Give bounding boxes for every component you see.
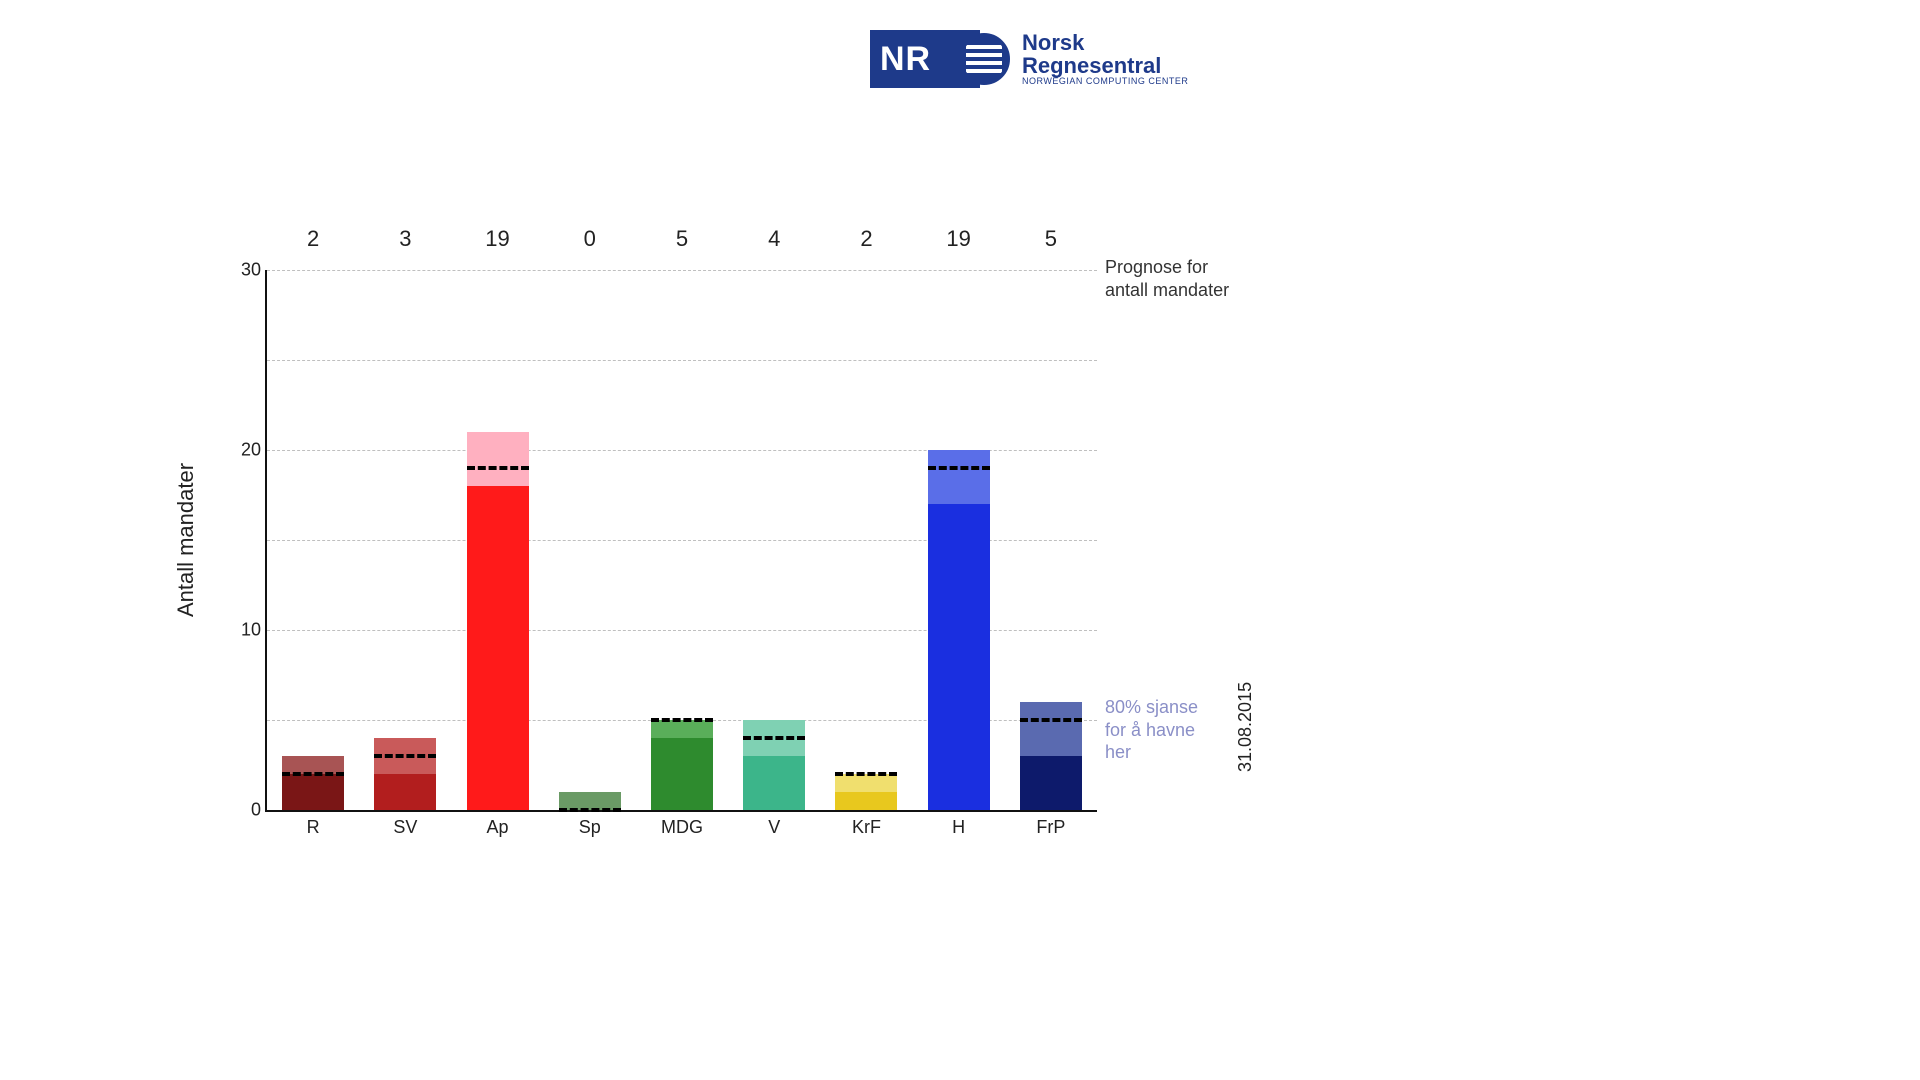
top-annotation-label: Prognose forantall mandater [1105, 256, 1229, 301]
logo-text: Norsk Regnesentral NORWEGIAN COMPUTING C… [1022, 31, 1188, 87]
bar-low [282, 774, 344, 810]
prognose-marker [559, 808, 621, 812]
bar-low [651, 738, 713, 810]
x-label: MDG [642, 817, 722, 838]
interval-label: 80% sjansefor å havneher [1105, 696, 1198, 764]
top-value: 3 [365, 226, 445, 252]
gridline [267, 360, 1097, 361]
top-value: 5 [1011, 226, 1091, 252]
prognose-marker [282, 772, 344, 776]
top-value: 0 [550, 226, 630, 252]
x-label: V [734, 817, 814, 838]
bar-low [835, 792, 897, 810]
gridline [267, 270, 1097, 271]
y-tick: 20 [227, 440, 261, 461]
y-tick: 30 [227, 260, 261, 281]
bar-low [928, 504, 990, 810]
prognose-marker [928, 466, 990, 470]
prognose-marker [467, 466, 529, 470]
prognose-marker [1020, 718, 1082, 722]
bar-low [743, 756, 805, 810]
top-value: 19 [458, 226, 538, 252]
x-label: Sp [550, 817, 630, 838]
x-label: R [273, 817, 353, 838]
plot-area: 0102030R2SV3Ap19Sp0MDG5V4KrF2H19FrP5 [265, 270, 1097, 812]
logo-waves-icon [958, 33, 1010, 85]
logo: NR Norsk Regnesentral NORWEGIAN COMPUTIN… [870, 30, 1188, 88]
top-value: 2 [826, 226, 906, 252]
date-label: 31.08.2015 [1235, 682, 1256, 772]
y-tick: 10 [227, 620, 261, 641]
top-value: 19 [919, 226, 999, 252]
prognose-marker [374, 754, 436, 758]
x-label: KrF [826, 817, 906, 838]
x-label: H [919, 817, 999, 838]
top-value: 2 [273, 226, 353, 252]
top-value: 4 [734, 226, 814, 252]
y-axis-label: Antall mandater [173, 463, 199, 617]
bar-low [467, 486, 529, 810]
prognose-marker [651, 718, 713, 722]
prognose-marker [743, 736, 805, 740]
top-value: 5 [642, 226, 722, 252]
bar-low [1020, 756, 1082, 810]
logo-line1: Norsk [1022, 31, 1188, 54]
prognose-marker [835, 772, 897, 776]
logo-line2: Regnesentral [1022, 54, 1188, 77]
x-label: FrP [1011, 817, 1091, 838]
y-tick: 0 [227, 800, 261, 821]
chart: Antall mandater 0102030R2SV3Ap19Sp0MDG5V… [210, 230, 1270, 850]
logo-line3: NORWEGIAN COMPUTING CENTER [1022, 77, 1188, 86]
x-label: SV [365, 817, 445, 838]
bar-low [374, 774, 436, 810]
x-label: Ap [458, 817, 538, 838]
